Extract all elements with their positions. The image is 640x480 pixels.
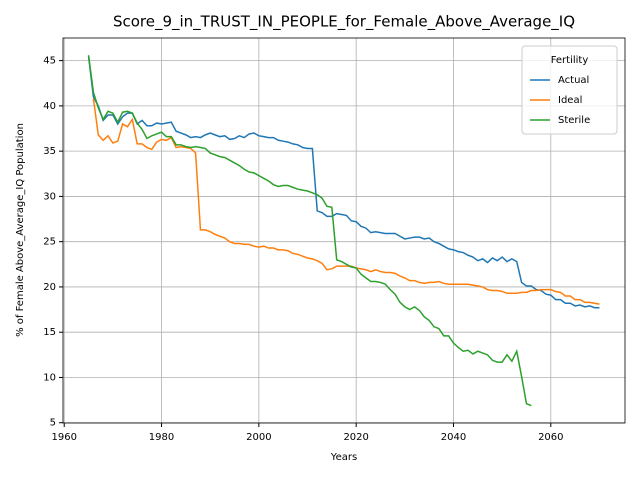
y-tick-label: 10	[43, 372, 56, 383]
x-tick-label: 1960	[51, 432, 76, 443]
line-series	[92, 98, 600, 305]
y-tick-label: 35	[43, 146, 56, 157]
chart-title: Score_9_in_TRUST_IN_PEOPLE_for_Female_Ab…	[113, 13, 575, 32]
plot-frame	[62, 37, 626, 424]
legend-box	[521, 45, 618, 135]
legend-label: Ideal	[558, 95, 582, 106]
y-tick-label: 45	[43, 56, 56, 67]
legend-label: Actual	[558, 75, 589, 86]
line-series	[87, 55, 532, 407]
x-tick-label: 2020	[343, 432, 368, 443]
y-tick-label: 25	[43, 237, 56, 248]
y-tick-label: 15	[43, 327, 56, 338]
x-tick-label: 2040	[441, 432, 466, 443]
y-tick-label: 30	[43, 191, 56, 202]
line-series	[87, 56, 600, 309]
y-tick-label: 5	[50, 418, 56, 429]
y-tick-label: 40	[43, 101, 56, 112]
y-tick-label: 20	[43, 282, 56, 293]
x-tick-label: 2000	[246, 432, 271, 443]
x-axis-label: Years	[330, 452, 357, 463]
legend-label: Sterile	[558, 115, 590, 126]
x-tick-label: 1980	[149, 432, 174, 443]
x-tick-label: 2060	[538, 432, 563, 443]
legend-title: Fertility	[551, 55, 589, 66]
y-axis-label: % of Female Above_Average_IQ Population	[15, 123, 26, 337]
